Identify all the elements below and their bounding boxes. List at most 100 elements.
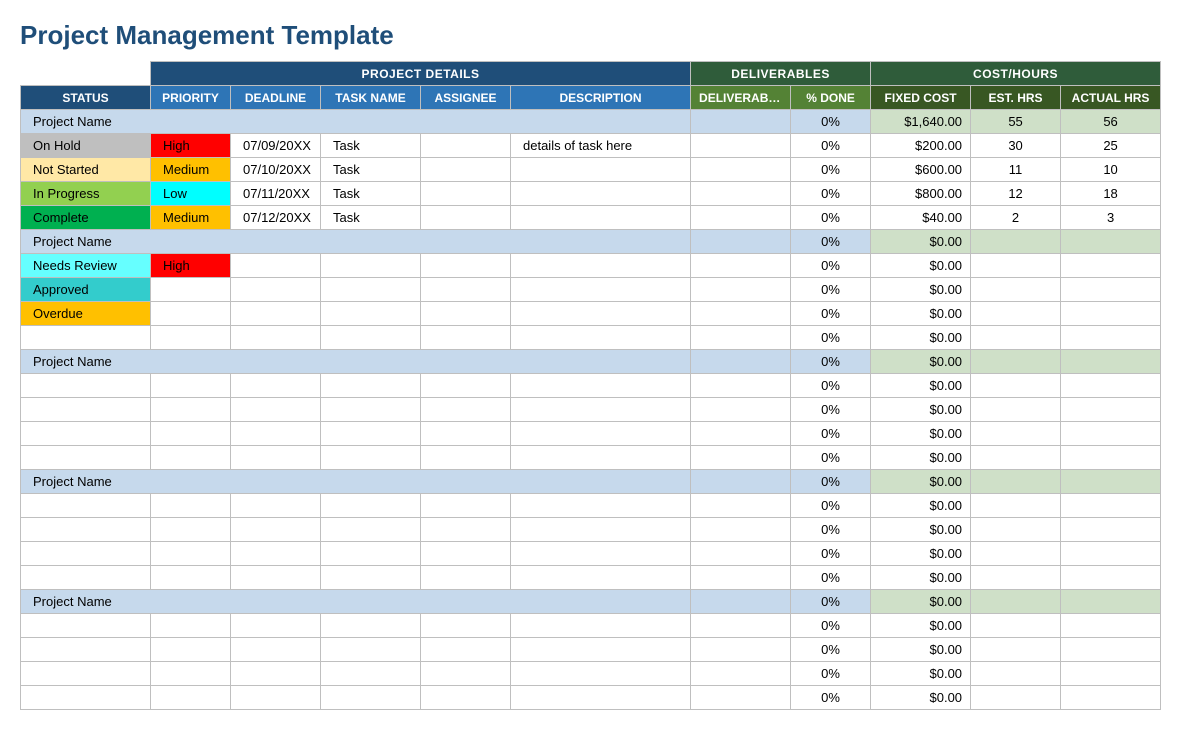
deadline-cell[interactable] — [231, 278, 321, 302]
deliverable-cell[interactable] — [691, 422, 791, 446]
assignee-cell[interactable] — [421, 254, 511, 278]
actualhrs-cell[interactable] — [1061, 686, 1161, 710]
taskname-cell[interactable] — [321, 422, 421, 446]
description-cell[interactable]: details of task here — [511, 134, 691, 158]
deadline-cell[interactable]: 07/12/20XX — [231, 206, 321, 230]
actualhrs-cell[interactable] — [1061, 254, 1161, 278]
taskname-cell[interactable] — [321, 518, 421, 542]
priority-cell[interactable] — [151, 326, 231, 350]
deadline-cell[interactable]: 07/10/20XX — [231, 158, 321, 182]
priority-cell[interactable] — [151, 542, 231, 566]
taskname-cell[interactable]: Task — [321, 182, 421, 206]
deadline-cell[interactable] — [231, 614, 321, 638]
description-cell[interactable] — [511, 254, 691, 278]
fixedcost-cell[interactable]: $600.00 — [871, 158, 971, 182]
actualhrs-cell[interactable] — [1061, 374, 1161, 398]
fixedcost-cell[interactable]: $0.00 — [871, 542, 971, 566]
deadline-cell[interactable] — [231, 566, 321, 590]
description-cell[interactable] — [511, 494, 691, 518]
assignee-cell[interactable] — [421, 422, 511, 446]
pctdone-cell[interactable]: 0% — [791, 254, 871, 278]
description-cell[interactable] — [511, 614, 691, 638]
taskname-cell[interactable] — [321, 494, 421, 518]
assignee-cell[interactable] — [421, 638, 511, 662]
status-cell[interactable] — [21, 326, 151, 350]
status-cell[interactable] — [21, 398, 151, 422]
fixedcost-cell[interactable]: $0.00 — [871, 614, 971, 638]
description-cell[interactable] — [511, 566, 691, 590]
esthrs-cell[interactable]: 30 — [971, 134, 1061, 158]
actualhrs-cell[interactable] — [1061, 446, 1161, 470]
status-cell[interactable] — [21, 518, 151, 542]
priority-cell[interactable] — [151, 518, 231, 542]
actualhrs-cell[interactable] — [1061, 398, 1161, 422]
fixedcost-cell[interactable]: $0.00 — [871, 686, 971, 710]
priority-cell[interactable]: Low — [151, 182, 231, 206]
deliverable-cell[interactable] — [691, 662, 791, 686]
actualhrs-cell[interactable] — [1061, 638, 1161, 662]
esthrs-cell[interactable] — [971, 422, 1061, 446]
esthrs-cell[interactable] — [971, 686, 1061, 710]
project-name-cell[interactable]: Project Name — [21, 470, 691, 494]
fixedcost-cell[interactable]: $0.00 — [871, 638, 971, 662]
priority-cell[interactable] — [151, 278, 231, 302]
description-cell[interactable] — [511, 542, 691, 566]
description-cell[interactable] — [511, 446, 691, 470]
taskname-cell[interactable] — [321, 254, 421, 278]
status-cell[interactable] — [21, 494, 151, 518]
priority-cell[interactable] — [151, 398, 231, 422]
status-cell[interactable] — [21, 614, 151, 638]
deadline-cell[interactable] — [231, 494, 321, 518]
status-cell[interactable] — [21, 638, 151, 662]
priority-cell[interactable] — [151, 662, 231, 686]
fixedcost-cell[interactable]: $0.00 — [871, 374, 971, 398]
deliverable-cell[interactable] — [691, 638, 791, 662]
deliverable-cell[interactable] — [691, 326, 791, 350]
pctdone-cell[interactable]: 0% — [791, 374, 871, 398]
assignee-cell[interactable] — [421, 278, 511, 302]
assignee-cell[interactable] — [421, 158, 511, 182]
pctdone-cell[interactable]: 0% — [791, 326, 871, 350]
taskname-cell[interactable] — [321, 566, 421, 590]
taskname-cell[interactable] — [321, 278, 421, 302]
taskname-cell[interactable]: Task — [321, 206, 421, 230]
pctdone-cell[interactable]: 0% — [791, 302, 871, 326]
deadline-cell[interactable] — [231, 542, 321, 566]
pctdone-cell[interactable]: 0% — [791, 182, 871, 206]
status-cell[interactable]: Needs Review — [21, 254, 151, 278]
fixedcost-cell[interactable]: $0.00 — [871, 326, 971, 350]
assignee-cell[interactable] — [421, 326, 511, 350]
deadline-cell[interactable] — [231, 446, 321, 470]
esthrs-cell[interactable] — [971, 542, 1061, 566]
deliverable-cell[interactable] — [691, 542, 791, 566]
deliverable-cell[interactable] — [691, 158, 791, 182]
description-cell[interactable] — [511, 422, 691, 446]
pctdone-cell[interactable]: 0% — [791, 686, 871, 710]
esthrs-cell[interactable] — [971, 494, 1061, 518]
assignee-cell[interactable] — [421, 374, 511, 398]
assignee-cell[interactable] — [421, 542, 511, 566]
status-cell[interactable]: In Progress — [21, 182, 151, 206]
fixedcost-cell[interactable]: $0.00 — [871, 518, 971, 542]
deliverable-cell[interactable] — [691, 302, 791, 326]
status-cell[interactable]: Complete — [21, 206, 151, 230]
assignee-cell[interactable] — [421, 182, 511, 206]
deadline-cell[interactable] — [231, 398, 321, 422]
deadline-cell[interactable] — [231, 422, 321, 446]
priority-cell[interactable]: High — [151, 134, 231, 158]
actualhrs-cell[interactable] — [1061, 422, 1161, 446]
actualhrs-cell[interactable] — [1061, 518, 1161, 542]
priority-cell[interactable]: Medium — [151, 158, 231, 182]
priority-cell[interactable] — [151, 446, 231, 470]
taskname-cell[interactable] — [321, 302, 421, 326]
assignee-cell[interactable] — [421, 614, 511, 638]
taskname-cell[interactable] — [321, 638, 421, 662]
assignee-cell[interactable] — [421, 518, 511, 542]
priority-cell[interactable] — [151, 302, 231, 326]
deliverable-cell[interactable] — [691, 134, 791, 158]
assignee-cell[interactable] — [421, 302, 511, 326]
deadline-cell[interactable]: 07/11/20XX — [231, 182, 321, 206]
esthrs-cell[interactable] — [971, 518, 1061, 542]
project-name-cell[interactable]: Project Name — [21, 110, 691, 134]
status-cell[interactable] — [21, 662, 151, 686]
